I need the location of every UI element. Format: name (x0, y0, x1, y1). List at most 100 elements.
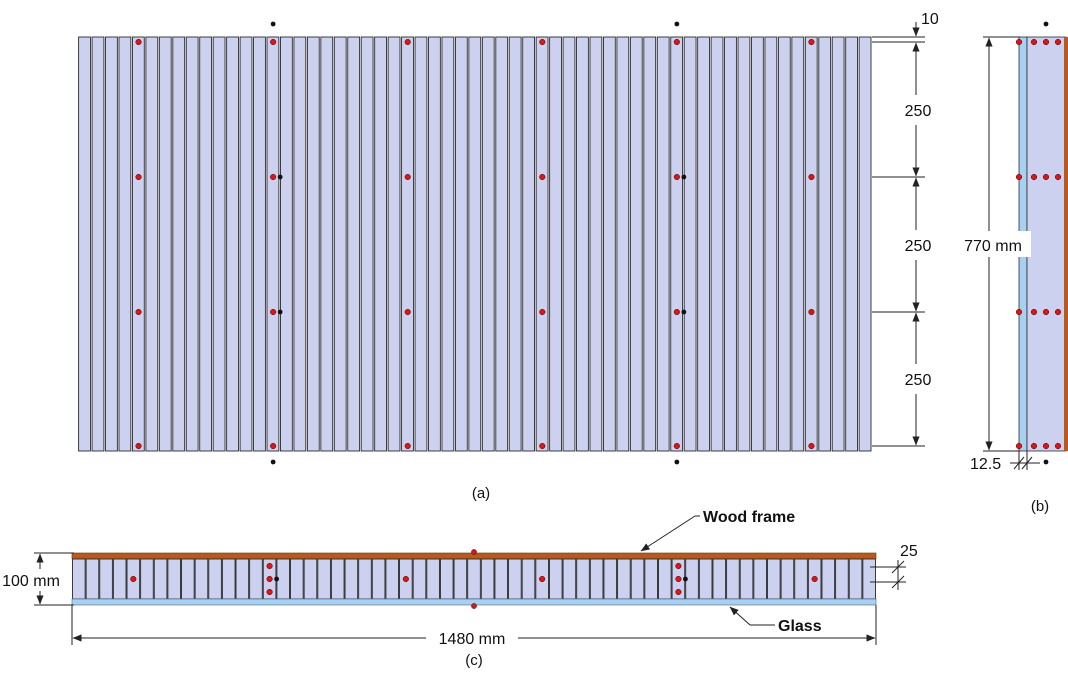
red-sensor-dot (539, 308, 546, 316)
red-sensor-dot (135, 173, 142, 181)
front-bar (535, 36, 549, 452)
dim-label-length: 1480 mm (439, 631, 506, 648)
dim-label-bg (426, 628, 518, 648)
black-sensor-dot (1043, 21, 1049, 27)
top-bar (658, 558, 672, 600)
top-bar (767, 558, 781, 600)
callout-glass: Glass (729, 606, 822, 635)
dim-label-bg (902, 95, 940, 125)
top-view-sensors (130, 549, 818, 609)
callout-label-glass: Glass (778, 618, 822, 635)
caption-b: (b) (1031, 498, 1049, 515)
top-bar (112, 558, 127, 600)
front-bar (387, 36, 401, 452)
top-bar (698, 558, 713, 600)
top-bar (508, 558, 522, 600)
red-sensor-dot (266, 588, 273, 596)
red-sensor-dot (539, 442, 546, 450)
side-view-sensors (1015, 21, 1062, 465)
red-sensor-dot (675, 575, 682, 583)
top-bar (194, 558, 209, 600)
front-bar (414, 36, 428, 452)
front-bar (697, 36, 710, 452)
red-sensor-dot (404, 173, 411, 181)
top-bar (167, 558, 181, 600)
front-bar (266, 36, 280, 452)
red-sensor-dot (1015, 173, 1023, 181)
red-sensor-dot (675, 588, 682, 596)
red-sensor-dot (135, 38, 142, 46)
front-bar (589, 36, 603, 452)
front-bar (172, 36, 186, 452)
dim-tick (891, 560, 905, 574)
red-sensor-dot (808, 173, 815, 181)
front-bar (777, 36, 791, 452)
caption-c: (c) (465, 652, 483, 669)
red-sensor-dot (135, 442, 142, 450)
front-bar (562, 36, 576, 452)
front-bar (670, 36, 684, 452)
red-sensor-dot (402, 575, 409, 583)
dim-label-bg (957, 231, 1031, 257)
top-bar (753, 558, 767, 600)
red-sensor-dot (135, 308, 142, 316)
top-bar (72, 558, 86, 600)
black-sensor-dot (277, 174, 283, 180)
red-sensor-dot (270, 308, 277, 316)
front-bar (105, 36, 118, 452)
top-bar (426, 558, 440, 600)
dim-label-thickness: 12.5 (970, 456, 1001, 473)
front-bar (306, 36, 320, 452)
front-bar (401, 36, 414, 452)
side-view-wood-frame (1064, 37, 1068, 451)
front-bar (764, 36, 778, 452)
front-bar (481, 36, 495, 452)
front-bar (347, 36, 361, 452)
red-sensor-dot (404, 38, 411, 46)
red-sensor-dot (1042, 308, 1050, 316)
red-sensor-dot (808, 38, 815, 46)
front-bar (145, 36, 159, 452)
top-bar (181, 558, 195, 600)
front-bar (333, 36, 347, 452)
front-bar (293, 36, 307, 452)
top-bar (848, 558, 863, 600)
top-bar (140, 558, 154, 600)
top-bar (99, 558, 113, 600)
front-bar (428, 36, 441, 452)
red-sensor-dot (1054, 442, 1062, 450)
front-bar (804, 36, 818, 452)
black-sensor-dot (270, 21, 276, 27)
callout-leader (640, 515, 696, 552)
top-bar (317, 558, 331, 600)
dim-label-bg (0, 569, 66, 591)
red-sensor-dot (539, 173, 546, 181)
front-bar (253, 36, 266, 452)
front-bar (78, 36, 91, 452)
red-sensor-dot (1054, 38, 1062, 46)
side-view-panel (1026, 36, 1067, 452)
top-bar (603, 558, 618, 600)
front-bar (831, 36, 845, 452)
red-sensor-dot (266, 575, 273, 583)
top-bar (644, 558, 658, 600)
front-bar (602, 36, 616, 452)
dim-label-height: 770 mm (964, 238, 1022, 255)
callout-leader (729, 606, 751, 626)
top-bar (630, 558, 645, 600)
front-bar (522, 36, 536, 452)
front-bar (845, 36, 858, 452)
top-view-bars (72, 558, 876, 600)
top-bar (467, 558, 481, 600)
top-view-dimensions: 100 mm 1480 mm 25 (0, 543, 918, 648)
dim-tick (1021, 456, 1033, 470)
top-bar (344, 558, 359, 600)
red-sensor-dot (1030, 38, 1038, 46)
front-bar (239, 36, 253, 452)
front-bar (751, 36, 764, 452)
red-sensor-dot (1030, 442, 1038, 450)
top-bar (739, 558, 754, 600)
front-bar (508, 36, 522, 452)
red-sensor-dot (1054, 308, 1062, 316)
